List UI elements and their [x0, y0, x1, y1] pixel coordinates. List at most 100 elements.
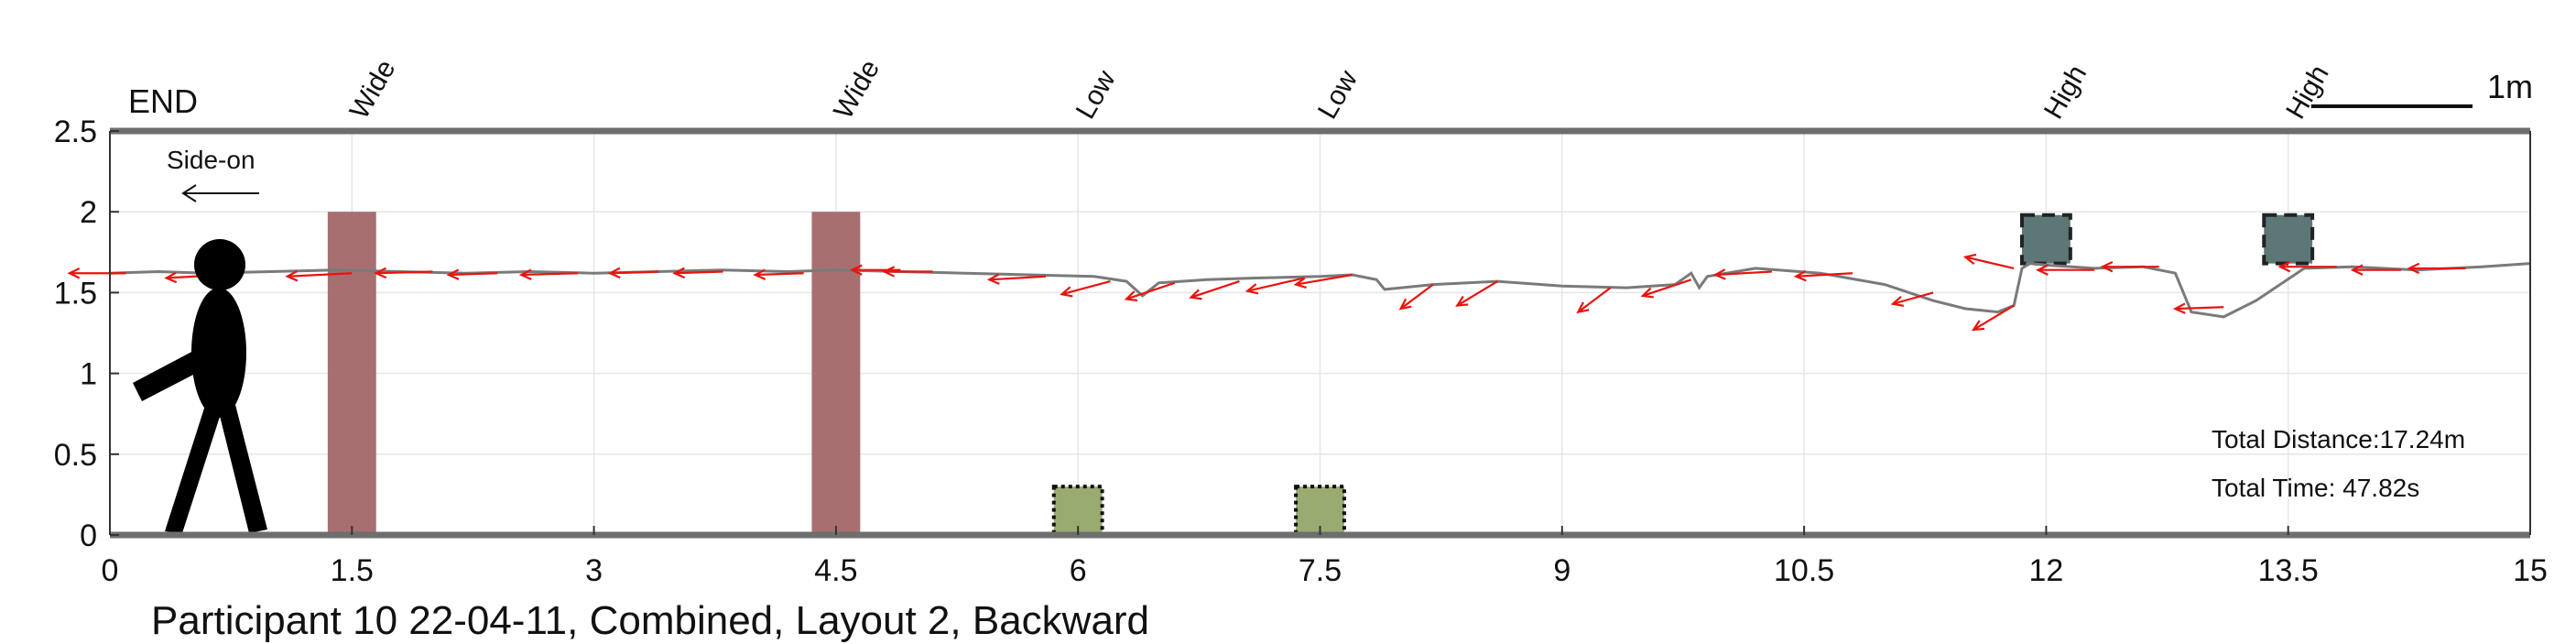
orientation-arrow	[1640, 278, 1692, 299]
arrow-head	[2277, 260, 2291, 273]
arrow-shaft	[287, 272, 353, 278]
walker-leg-back	[165, 394, 227, 533]
arrow-head	[1189, 289, 1202, 300]
x-tick-label: 0	[102, 553, 119, 588]
arrow-shaft	[1190, 280, 1240, 299]
arrow-head	[1793, 269, 1807, 282]
y-tick-label: 1.5	[54, 276, 97, 311]
orientation-arrow	[2277, 260, 2337, 273]
arrow-head	[882, 266, 896, 278]
orientation-arrow	[753, 268, 804, 280]
obstacle-high	[2262, 213, 2315, 266]
orientation-arrow	[2350, 264, 2402, 276]
end-label: END	[128, 82, 198, 120]
arrow-head	[2350, 264, 2364, 276]
orientation-arrow	[1245, 277, 1305, 295]
arrow-head	[285, 270, 299, 282]
arrow-head	[2100, 260, 2114, 273]
arrow-shaft	[755, 272, 804, 277]
orientation-arrow	[1398, 283, 1434, 311]
obstacle-wide	[327, 212, 376, 535]
walker-leg-front	[214, 394, 267, 533]
orientation-arrow	[986, 273, 1047, 285]
arrow-shaft	[375, 270, 433, 275]
arrow-shaft	[1796, 272, 1853, 278]
arrow-head	[67, 267, 81, 279]
orientation-arrow	[1124, 281, 1176, 302]
orientation-arrow	[2407, 262, 2466, 275]
arrow-head	[672, 267, 686, 279]
obstacle-wide	[811, 212, 861, 535]
arrow-shaft	[521, 272, 579, 277]
grid-lines	[110, 131, 2530, 535]
arrow-shaft	[1965, 256, 2015, 270]
arrow-shaft	[1061, 279, 1111, 296]
arrow-head	[518, 268, 532, 280]
arrow-shaft	[1892, 291, 1934, 305]
arrow-shaft	[1642, 278, 1692, 297]
arrow-shaft	[1295, 273, 1353, 286]
orientation-arrow	[849, 264, 901, 276]
orientation-arrow	[2172, 302, 2224, 314]
total-time-label: Total Time: 47.82s	[2212, 474, 2419, 502]
walker-torso	[191, 288, 246, 418]
arrow-shaft	[1973, 304, 2015, 331]
arrow-head	[1124, 290, 1138, 302]
y-tick-label: 0	[80, 518, 97, 553]
x-tick-label: 7.5	[1299, 553, 1342, 588]
arrow-head	[607, 267, 621, 279]
orientation-arrow	[1576, 287, 1612, 314]
y-tick-label: 0.5	[54, 438, 97, 473]
arrow-head	[1245, 283, 1259, 295]
direction-arrow-head	[181, 184, 197, 202]
orientation-arrow	[374, 267, 433, 279]
y-tick-label: 2.5	[54, 115, 97, 149]
y-tick-label: 2	[80, 195, 97, 230]
arrow-head	[164, 271, 178, 284]
orientation-arrow	[2100, 260, 2159, 273]
orientation-arrow	[1971, 304, 2015, 332]
arrow-head	[374, 267, 387, 279]
scale-bar-label: 1m	[2487, 68, 2533, 105]
orientation-arrow	[672, 267, 723, 279]
orientation-arrow	[446, 268, 497, 280]
arrow-head	[1293, 277, 1307, 289]
orientation-arrow	[1712, 268, 1772, 280]
orientation-arrow	[285, 270, 353, 282]
x-tick-label: 10.5	[1774, 553, 1834, 588]
x-tick-label: 4.5	[814, 553, 857, 588]
arrow-head	[986, 273, 1000, 285]
arrow-head	[1962, 253, 1977, 265]
arrow-shaft	[1125, 281, 1176, 300]
orientation-arrow	[1455, 280, 1498, 307]
obstacle-high	[2019, 213, 2072, 266]
orientation-arrow	[1890, 291, 1934, 307]
arrow-shaft	[989, 275, 1047, 281]
arrow-shaft	[2175, 306, 2224, 311]
orientation-arrows	[67, 253, 2466, 332]
y-tick-label: 1	[80, 357, 97, 392]
arrow-shaft	[610, 270, 659, 275]
chart-title: Participant 10 22-04-11, Combined, Layou…	[151, 598, 1149, 643]
orientation-arrow	[1962, 253, 2015, 270]
x-tick-label: 1.5	[331, 553, 374, 588]
arrow-head	[446, 268, 460, 280]
direction-label: Side-on	[167, 146, 255, 174]
arrow-head	[1398, 298, 1412, 311]
x-tick-label: 9	[1553, 553, 1571, 588]
orientation-arrow	[67, 267, 126, 279]
arrow-shaft	[1246, 277, 1305, 292]
arrow-head	[2407, 262, 2420, 275]
x-tick-label: 15	[2513, 553, 2548, 588]
walker-arm	[133, 341, 220, 401]
arrow-head	[2172, 302, 2186, 314]
x-tick-label: 6	[1070, 553, 1087, 588]
arrow-head	[1640, 287, 1654, 299]
arrow-head	[753, 268, 766, 280]
chart-text: END Side-on Total Distance:17.24m Total …	[128, 68, 2533, 643]
x-tick-label: 13.5	[2258, 553, 2319, 588]
arrow-head	[1712, 268, 1726, 280]
arrow-shaft	[448, 272, 497, 277]
